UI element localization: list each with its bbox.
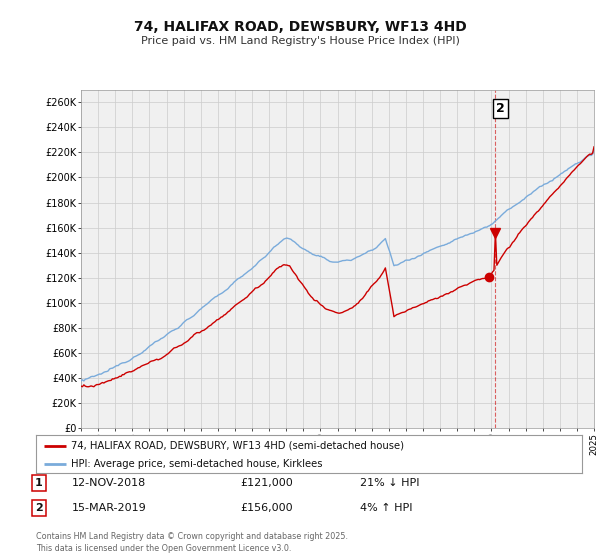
Text: Contains HM Land Registry data © Crown copyright and database right 2025.
This d: Contains HM Land Registry data © Crown c… xyxy=(36,533,348,553)
Text: 2: 2 xyxy=(35,503,43,513)
Text: 15-MAR-2019: 15-MAR-2019 xyxy=(72,503,147,513)
Text: 12-NOV-2018: 12-NOV-2018 xyxy=(72,478,146,488)
Text: £121,000: £121,000 xyxy=(240,478,293,488)
Text: £156,000: £156,000 xyxy=(240,503,293,513)
Text: 21% ↓ HPI: 21% ↓ HPI xyxy=(360,478,419,488)
Text: 74, HALIFAX ROAD, DEWSBURY, WF13 4HD (semi-detached house): 74, HALIFAX ROAD, DEWSBURY, WF13 4HD (se… xyxy=(71,441,404,451)
Text: 74, HALIFAX ROAD, DEWSBURY, WF13 4HD: 74, HALIFAX ROAD, DEWSBURY, WF13 4HD xyxy=(134,20,466,34)
Text: 1: 1 xyxy=(35,478,43,488)
Text: 4% ↑ HPI: 4% ↑ HPI xyxy=(360,503,413,513)
Text: Price paid vs. HM Land Registry's House Price Index (HPI): Price paid vs. HM Land Registry's House … xyxy=(140,36,460,46)
Text: HPI: Average price, semi-detached house, Kirklees: HPI: Average price, semi-detached house,… xyxy=(71,459,323,469)
Text: 2: 2 xyxy=(496,102,505,115)
